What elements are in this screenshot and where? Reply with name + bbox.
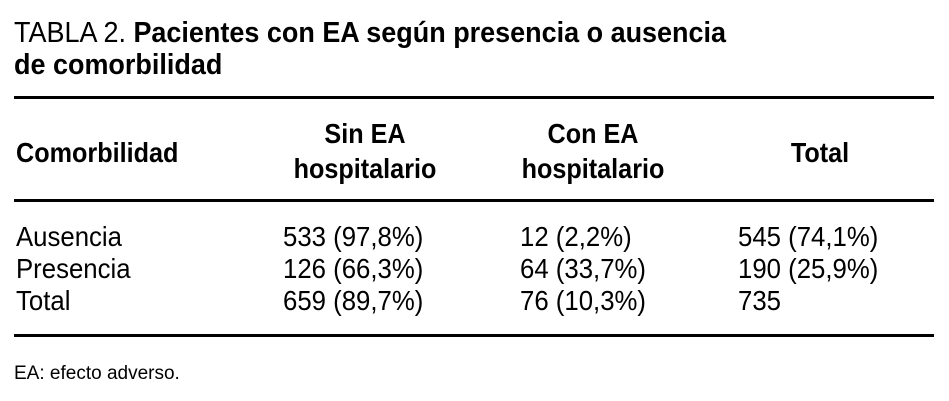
table-cell: 190 (25,9%): [738, 253, 879, 284]
header-con-ea-line2: hospitalario: [521, 153, 665, 184]
table-cell: 12 (2,2%): [520, 221, 632, 252]
table-cell: 126 (66,3%): [283, 253, 424, 284]
header-rule: [14, 199, 934, 202]
row-label: Ausencia: [16, 221, 122, 252]
top-rule: [14, 96, 934, 99]
header-sin-ea-line2: hospitalario: [293, 153, 437, 184]
table-cell: 735: [738, 285, 781, 316]
table-title-line2: de comorbilidad: [14, 49, 223, 81]
table-cell: 545 (74,1%): [738, 221, 879, 252]
table-title: TABLA 2. Pacientes con EA según presenci…: [14, 18, 726, 49]
table-cell: 659 (89,7%): [283, 285, 424, 316]
table-number: TABLA 2.: [14, 17, 126, 49]
header-sin-ea: Sin EA hospitalario: [275, 116, 455, 186]
header-comorbilidad: Comorbilidad: [16, 137, 179, 168]
row-label: Total: [16, 285, 71, 316]
table-cell: 76 (10,3%): [520, 285, 647, 316]
bottom-rule: [14, 334, 934, 337]
header-total: Total: [790, 137, 850, 168]
table-title-text: Pacientes con EA según presencia o ausen…: [133, 17, 727, 49]
row-label: Presencia: [16, 253, 131, 284]
header-con-ea-line1: Con EA: [547, 118, 639, 149]
table-cell: 64 (33,7%): [520, 253, 647, 284]
header-sin-ea-line1: Sin EA: [324, 118, 406, 149]
table-cell: 533 (97,8%): [283, 221, 424, 252]
footnote: EA: efecto adverso.: [14, 363, 180, 384]
header-con-ea: Con EA hospitalario: [503, 116, 683, 186]
